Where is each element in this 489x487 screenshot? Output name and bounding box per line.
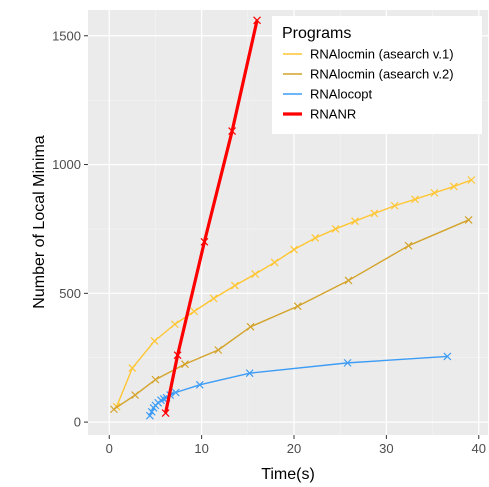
data-point	[449, 182, 458, 191]
data-point	[200, 237, 209, 246]
series-1	[112, 176, 476, 411]
tick-layer: 0 10 20 30 40 0 500 1000 1500	[52, 28, 486, 456]
legend-label: RNANR	[310, 107, 356, 122]
data-point	[214, 346, 223, 354]
series-layer	[109, 16, 476, 420]
data-point	[147, 407, 156, 416]
y-axis-title: Number of Local Minima	[31, 135, 48, 309]
data-point	[131, 391, 140, 400]
data-point	[290, 245, 298, 254]
legend-label: RNAlocmin (asearch v.1)	[310, 47, 454, 62]
data-point	[443, 352, 452, 361]
x-tick-label: 10	[194, 441, 208, 456]
data-point	[253, 16, 261, 25]
data-point	[270, 258, 279, 267]
data-point	[404, 241, 413, 250]
legend-title: Programs	[282, 25, 351, 42]
series-line	[113, 219, 469, 410]
data-point	[245, 369, 254, 378]
data-point	[430, 188, 439, 197]
data-point	[161, 409, 170, 418]
data-point	[351, 217, 359, 226]
y-tick-label: 1500	[52, 28, 81, 43]
x-axis-title: Time(s)	[261, 466, 315, 483]
legend-box	[272, 16, 482, 134]
data-point	[195, 380, 204, 389]
data-point	[209, 294, 218, 303]
data-point	[370, 209, 379, 218]
data-point	[109, 405, 118, 414]
data-point	[151, 375, 160, 384]
data-point	[181, 360, 189, 369]
data-point	[230, 281, 239, 290]
legend-label: RNAlocopt	[310, 87, 373, 102]
data-point	[173, 351, 182, 360]
x-tick-label: 30	[379, 441, 393, 456]
y-tick-label: 1000	[52, 157, 81, 172]
x-tick-label: 0	[106, 441, 113, 456]
data-point	[411, 195, 419, 204]
data-point	[246, 322, 255, 331]
y-tick-label: 500	[59, 286, 81, 301]
data-point	[311, 234, 320, 242]
grid-major	[88, 10, 488, 435]
data-point	[293, 302, 302, 311]
data-point	[251, 270, 260, 278]
legend: Programs RNAlocmin (asearch v.1) RNAlocmi…	[272, 16, 482, 134]
data-point	[190, 307, 199, 316]
data-point	[331, 225, 340, 233]
x-tick-label: 20	[287, 441, 301, 456]
data-point	[150, 337, 159, 345]
series-4	[161, 16, 261, 418]
data-point	[145, 411, 154, 420]
x-tick-label: 40	[472, 441, 486, 456]
data-point	[390, 201, 399, 210]
data-point	[464, 215, 473, 224]
data-point	[467, 176, 476, 184]
y-tick-label: 0	[74, 415, 81, 430]
series-2	[109, 215, 473, 414]
data-point	[344, 276, 353, 285]
data-point	[170, 320, 179, 329]
data-point	[343, 358, 352, 367]
data-point	[171, 388, 180, 397]
data-point	[228, 127, 237, 135]
data-point	[128, 364, 137, 372]
legend-label: RNAlocmin (asearch v.2)	[310, 67, 454, 82]
